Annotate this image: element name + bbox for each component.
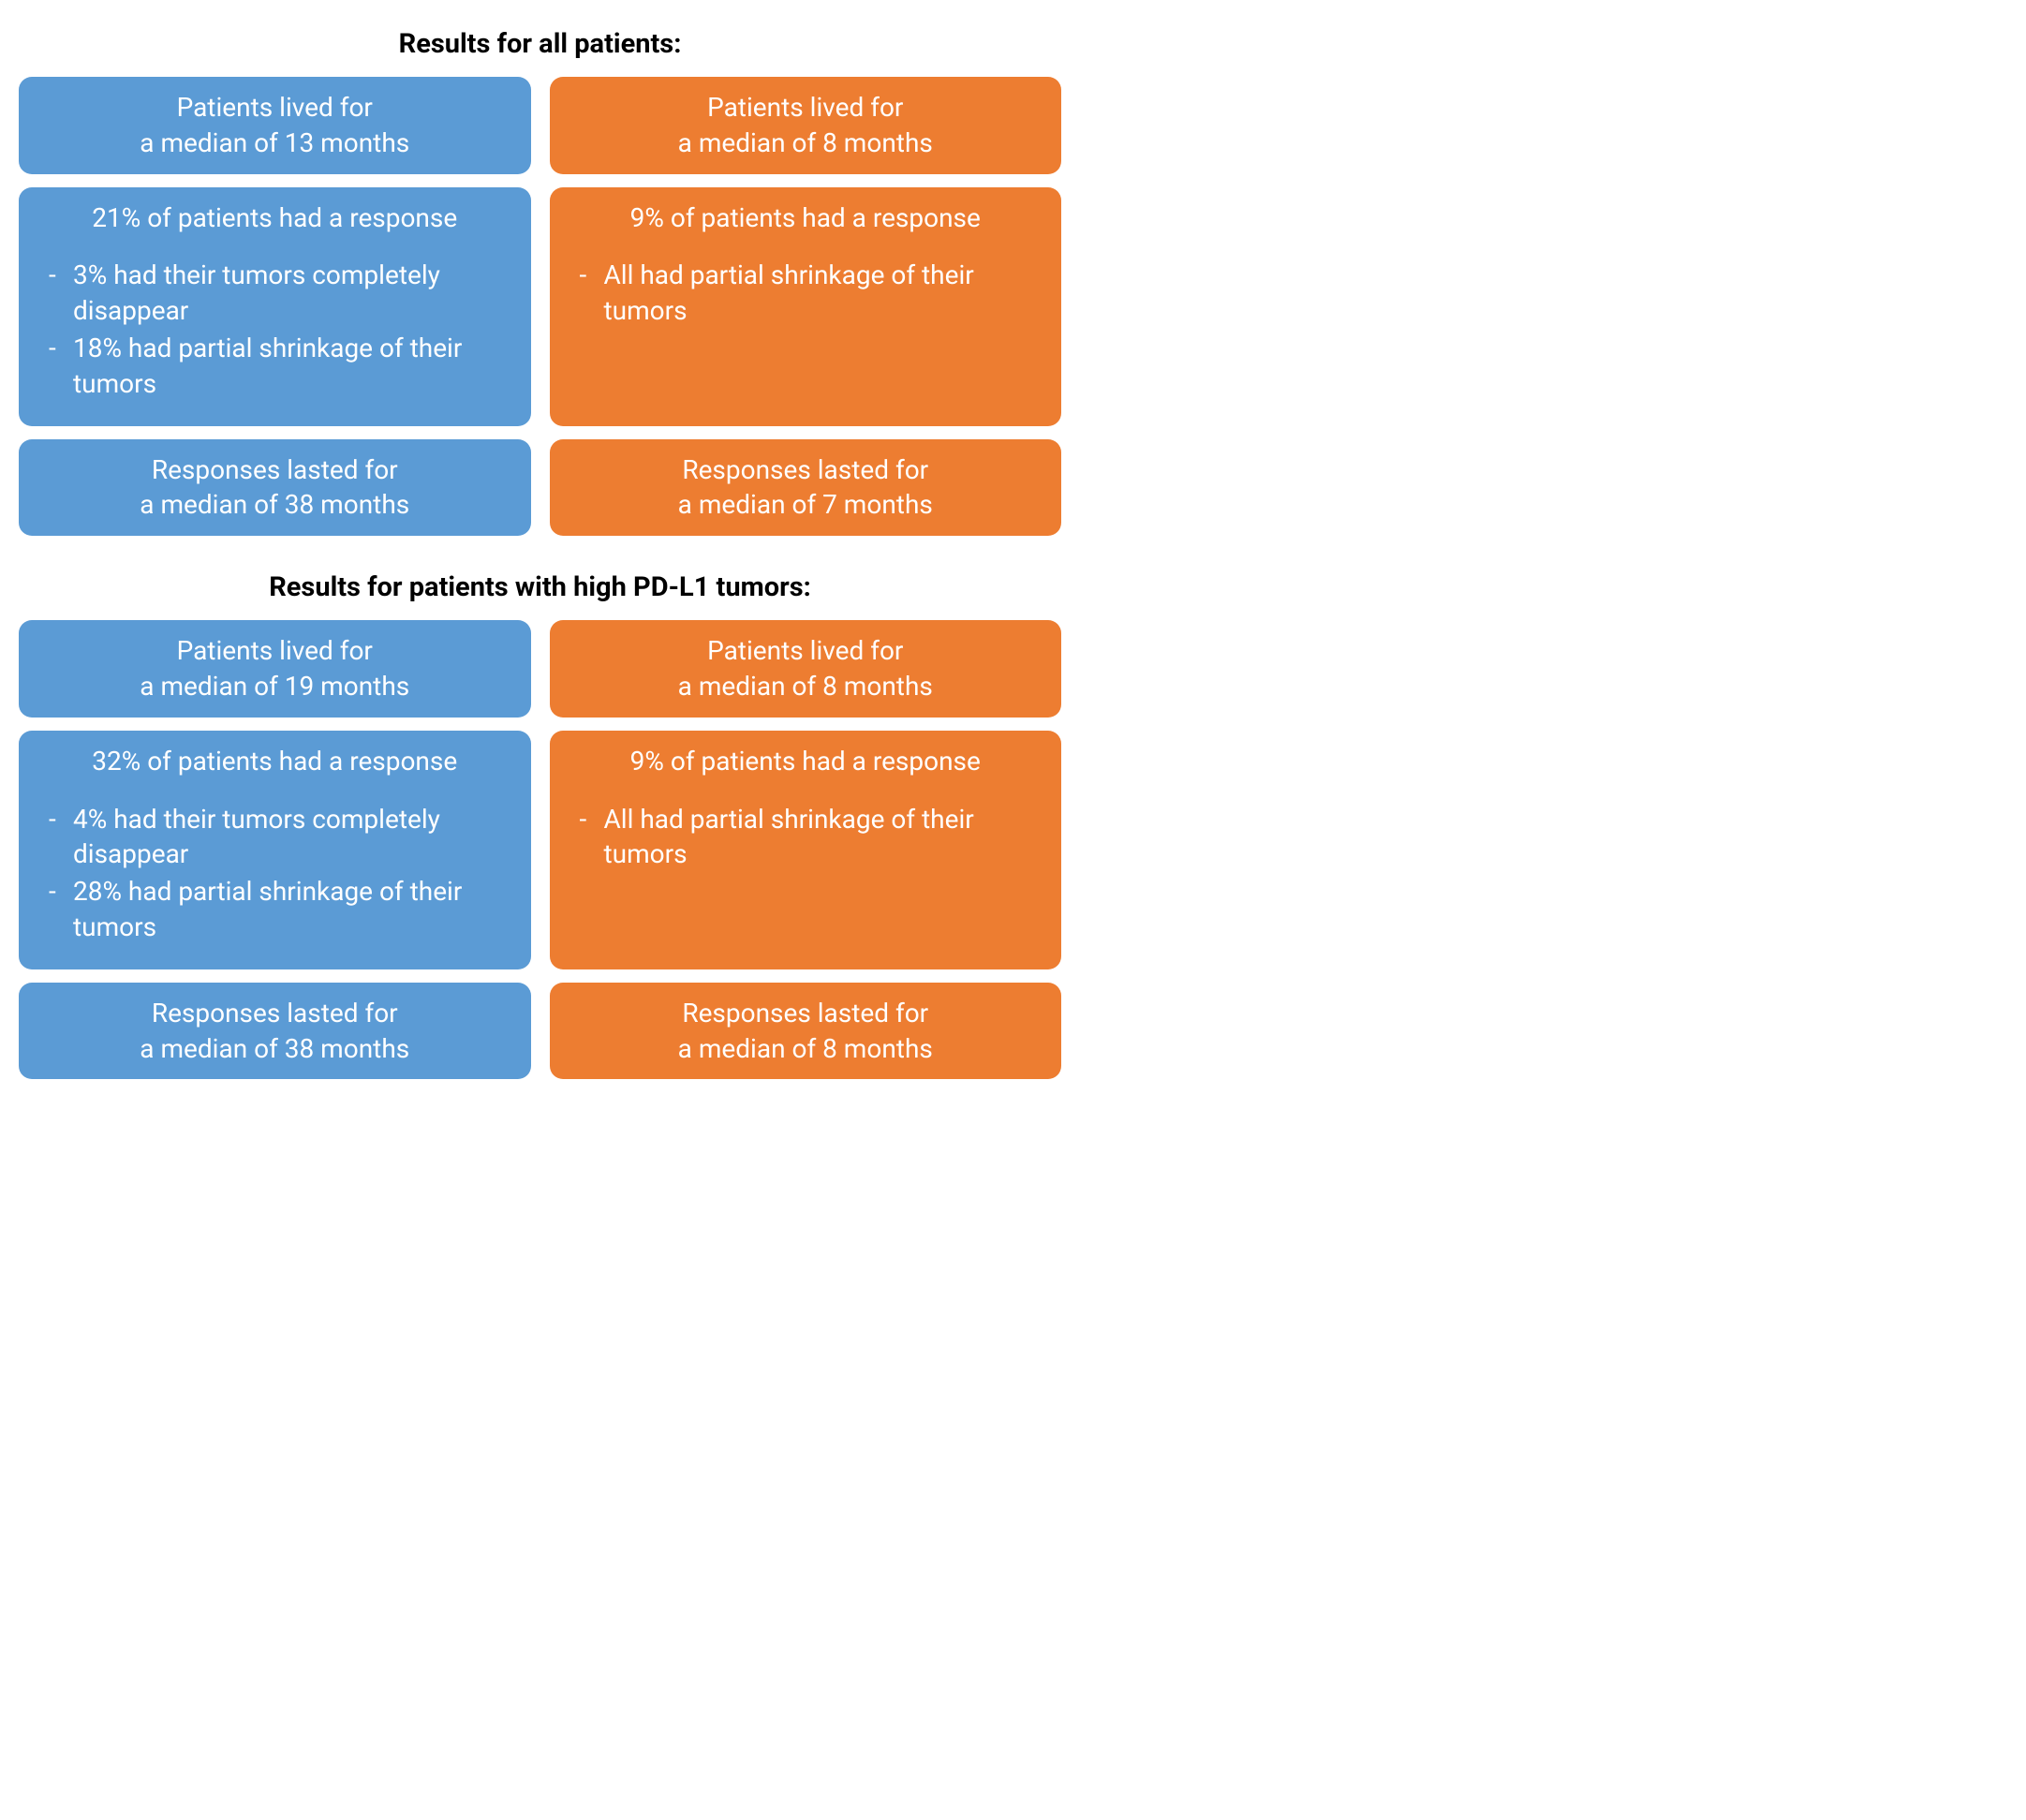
card-line: a median of 8 months	[572, 1031, 1040, 1067]
card-list: 3% had their tumors completely disappear…	[41, 258, 509, 412]
card-list: 4% had their tumors completely disappear…	[41, 802, 509, 956]
list-item: 28% had partial shrinkage of their tumor…	[47, 874, 503, 945]
card-line: a median of 38 months	[41, 487, 509, 523]
card-all-left-response: 21% of patients had a response 3% had th…	[19, 187, 531, 426]
list-item: 4% had their tumors completely disappear	[47, 802, 503, 873]
card-line: Responses lasted for	[41, 996, 509, 1031]
list-item: 18% had partial shrinkage of their tumor…	[47, 331, 503, 402]
card-line: a median of 7 months	[572, 487, 1040, 523]
card-all-right-survival: Patients lived for a median of 8 months	[550, 77, 1062, 174]
list-item: All had partial shrinkage of their tumor…	[578, 802, 1034, 873]
card-line: Patients lived for	[572, 90, 1040, 126]
card-line: a median of 8 months	[572, 126, 1040, 161]
card-pdl1-right-duration: Responses lasted for a median of 8 month…	[550, 983, 1062, 1080]
card-head: 9% of patients had a response	[572, 200, 1040, 236]
card-list: All had partial shrinkage of their tumor…	[572, 802, 1040, 884]
card-list: All had partial shrinkage of their tumor…	[572, 258, 1040, 340]
card-head: 9% of patients had a response	[572, 744, 1040, 779]
grid-pdl1: Patients lived for a median of 19 months…	[19, 620, 1061, 1079]
card-pdl1-left-duration: Responses lasted for a median of 38 mont…	[19, 983, 531, 1080]
card-all-right-response: 9% of patients had a response All had pa…	[550, 187, 1062, 426]
card-line: a median of 8 months	[572, 669, 1040, 704]
card-line: Patients lived for	[572, 633, 1040, 669]
card-all-right-duration: Responses lasted for a median of 7 month…	[550, 439, 1062, 537]
section-title-pdl1: Results for patients with high PD-L1 tum…	[19, 571, 1061, 603]
card-head: 21% of patients had a response	[41, 200, 509, 236]
card-head: 32% of patients had a response	[41, 744, 509, 779]
grid-all: Patients lived for a median of 13 months…	[19, 77, 1061, 536]
card-line: Responses lasted for	[41, 452, 509, 488]
section-title-all: Results for all patients:	[19, 28, 1061, 60]
card-pdl1-left-response: 32% of patients had a response 4% had th…	[19, 731, 531, 969]
card-line: Responses lasted for	[572, 996, 1040, 1031]
card-all-left-duration: Responses lasted for a median of 38 mont…	[19, 439, 531, 537]
card-line: a median of 13 months	[41, 126, 509, 161]
card-line: Responses lasted for	[572, 452, 1040, 488]
card-line: a median of 38 months	[41, 1031, 509, 1067]
list-item: 3% had their tumors completely disappear	[47, 258, 503, 329]
card-all-left-survival: Patients lived for a median of 13 months	[19, 77, 531, 174]
card-line: Patients lived for	[41, 90, 509, 126]
list-item: All had partial shrinkage of their tumor…	[578, 258, 1034, 329]
card-line: Patients lived for	[41, 633, 509, 669]
card-pdl1-right-survival: Patients lived for a median of 8 months	[550, 620, 1062, 718]
card-line: a median of 19 months	[41, 669, 509, 704]
card-pdl1-left-survival: Patients lived for a median of 19 months	[19, 620, 531, 718]
card-pdl1-right-response: 9% of patients had a response All had pa…	[550, 731, 1062, 969]
